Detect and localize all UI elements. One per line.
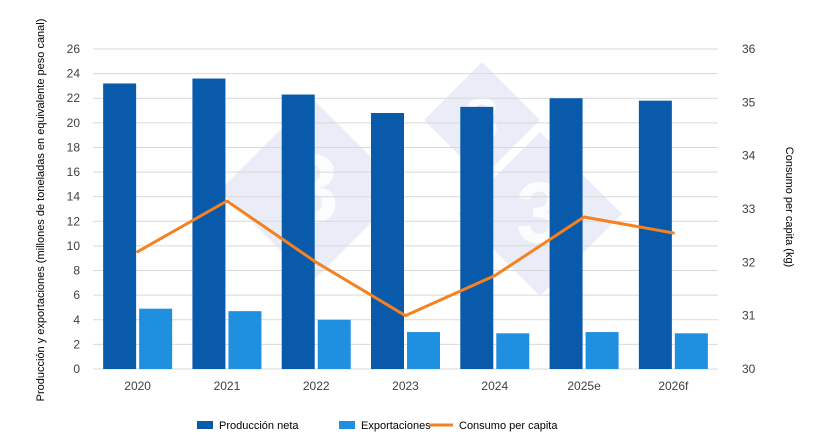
left-tick-label: 6 <box>73 288 80 302</box>
left-tick-label: 14 <box>67 190 81 204</box>
bar-exportaciones-2020 <box>139 308 173 369</box>
x-tick-label: 2025e <box>567 379 601 393</box>
left-tick-label: 22 <box>67 91 81 105</box>
left-axis-title: Producción y exportaciones (millones de … <box>35 19 47 402</box>
left-tick-label: 20 <box>67 116 81 130</box>
bar-producción-neta-2026f <box>638 100 672 369</box>
line-consumo-per-capita <box>136 199 675 318</box>
bar-producción-neta-2024 <box>460 106 494 369</box>
right-tick-label: 32 <box>742 255 756 269</box>
bar-producción-neta-2025e <box>549 98 583 369</box>
legend-label: Consumo per capita <box>459 420 558 432</box>
left-tick-label: 26 <box>67 42 81 56</box>
bar-producción-neta-2020 <box>103 83 137 369</box>
x-tick-label: 2022 <box>303 379 330 393</box>
bar-producción-neta-2022 <box>281 94 315 370</box>
right-axis-ticks: 30 31 32 33 34 35 36 <box>742 42 756 376</box>
legend: Producción neta Exportaciones Consumo per … <box>197 420 558 432</box>
left-tick-label: 10 <box>67 239 81 253</box>
bar-producción-neta-2023 <box>371 113 404 369</box>
x-tick-label: 2024 <box>481 379 508 393</box>
left-tick-label: 0 <box>73 362 80 376</box>
line-series <box>136 199 675 318</box>
bar-series <box>103 78 708 370</box>
bar-producción-neta-2021 <box>192 78 226 370</box>
right-tick-label: 34 <box>742 149 756 163</box>
left-tick-label: 8 <box>73 264 80 278</box>
category-axis-labels: 2020 2021 2022 2023 2024 2025e 2026f <box>124 379 689 393</box>
left-tick-label: 16 <box>67 165 81 179</box>
legend-item: Exportaciones <box>339 420 431 432</box>
legend-label: Producción neta <box>219 420 299 432</box>
bar-exportaciones-2024 <box>496 333 530 369</box>
bar-exportaciones-2021 <box>228 311 262 369</box>
legend-swatch <box>339 421 355 429</box>
legend-item: Consumo per capita <box>429 420 558 432</box>
right-tick-label: 31 <box>742 309 756 323</box>
right-tick-label: 33 <box>742 202 756 216</box>
legend-item: Producción neta <box>197 420 299 432</box>
x-tick-label: 2026f <box>658 379 689 393</box>
bar-exportaciones-2022 <box>317 319 351 369</box>
left-tick-label: 18 <box>67 140 81 154</box>
right-axis-title: Consumo per capita (kg) <box>783 147 795 267</box>
bar-exportaciones-2025e <box>585 332 619 369</box>
left-tick-label: 2 <box>73 337 80 351</box>
right-tick-label: 30 <box>742 362 756 376</box>
bar-exportaciones-2023 <box>407 332 440 369</box>
x-tick-label: 2020 <box>124 379 151 393</box>
x-tick-label: 2021 <box>214 379 241 393</box>
right-tick-label: 36 <box>742 42 756 56</box>
legend-label: Exportaciones <box>361 420 431 432</box>
bar-exportaciones-2026f <box>674 333 708 369</box>
x-tick-label: 2023 <box>392 379 419 393</box>
right-tick-label: 35 <box>742 95 756 109</box>
left-tick-label: 12 <box>67 214 81 228</box>
left-tick-label: 24 <box>67 67 81 81</box>
left-tick-label: 4 <box>73 313 80 327</box>
legend-swatch <box>197 421 213 429</box>
